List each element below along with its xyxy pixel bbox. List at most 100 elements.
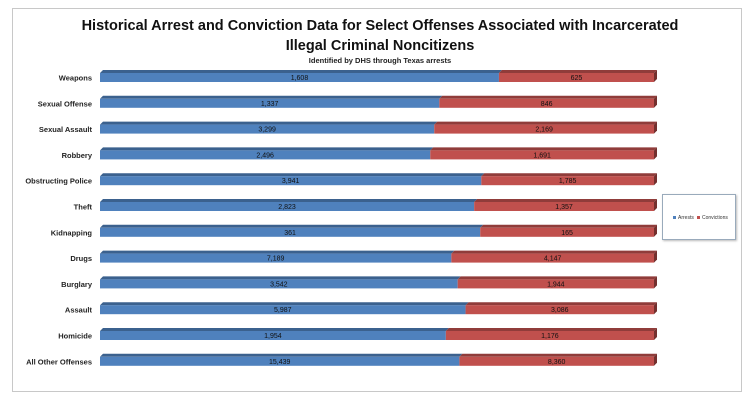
category-label-all-other-offenses: All Other Offenses (26, 357, 92, 366)
data-label-convictions-weapons: 625 (571, 75, 583, 82)
bar-arrests-robbery (100, 150, 431, 160)
category-label-sexual-offense: Sexual Offense (38, 99, 92, 108)
bar-top-convictions-all-other-offenses (459, 353, 657, 357)
data-label-arrests-sexual-assault: 3,299 (258, 127, 276, 134)
category-label-obstructing-police: Obstructing Police (25, 177, 92, 186)
bar-arrests-all-other-offenses (100, 356, 460, 366)
chart-subtitle: Identified by DHS through Texas arrests (308, 56, 452, 65)
bar-convictions-sexual-offense (439, 98, 654, 108)
bar-convictions-weapons (498, 73, 654, 82)
bar-top-arrests-burglary (100, 276, 461, 280)
bar-side-robbery (654, 147, 657, 160)
category-label-sexual-assault: Sexual Assault (39, 125, 93, 134)
bar-top-convictions-drugs (451, 250, 657, 254)
data-label-arrests-obstructing-police: 3,941 (282, 178, 300, 185)
bar-top-arrests-kidnapping (100, 224, 484, 228)
data-label-convictions-kidnapping: 165 (561, 230, 573, 237)
bar-arrests-burglary (100, 279, 458, 289)
bar-arrests-obstructing-police (100, 176, 482, 186)
bar-top-convictions-kidnapping (480, 224, 657, 228)
category-label-drugs: Drugs (70, 254, 92, 263)
data-label-arrests-robbery: 2,496 (256, 152, 274, 159)
bar-top-convictions-assault (465, 302, 657, 306)
category-label-assault: Assault (65, 306, 93, 315)
data-label-convictions-robbery: 1,691 (533, 152, 551, 159)
bar-arrests-sexual-offense (100, 98, 440, 108)
bar-top-convictions-robbery (430, 147, 657, 151)
bar-top-arrests-all-other-offenses (100, 353, 463, 357)
data-label-convictions-theft: 1,357 (555, 204, 573, 211)
data-label-arrests-theft: 2,823 (278, 204, 296, 211)
bar-side-weapons (654, 70, 657, 82)
bar-top-convictions-burglary (457, 276, 657, 280)
legend-label-arrests: Arrests (678, 215, 694, 221)
bar-side-drugs (654, 250, 657, 263)
bar-top-arrests-sexual-offense (100, 95, 443, 99)
bar-arrests-drugs (100, 253, 452, 263)
category-label-robbery: Robbery (62, 151, 93, 160)
bar-convictions-kidnapping (480, 227, 654, 237)
bar-side-assault (654, 302, 657, 315)
bar-side-sexual-assault (654, 121, 657, 134)
data-label-arrests-assault: 5,987 (274, 307, 292, 314)
bar-top-convictions-homicide (445, 328, 657, 331)
bar-side-all-other-offenses (654, 353, 657, 366)
bar-arrests-kidnapping (100, 227, 481, 237)
bar-side-kidnapping (654, 224, 657, 237)
bar-top-arrests-sexual-assault (100, 121, 438, 125)
bar-side-obstructing-police (654, 173, 657, 186)
bar-top-convictions-weapons (498, 70, 657, 73)
bar-side-sexual-offense (654, 95, 657, 108)
bar-top-convictions-sexual-assault (434, 121, 657, 125)
bar-convictions-homicide (445, 331, 654, 340)
data-label-arrests-kidnapping: 361 (284, 230, 296, 237)
data-label-convictions-all-other-offenses: 8,360 (548, 359, 566, 366)
bar-arrests-homicide (100, 331, 446, 340)
bar-arrests-theft (100, 202, 475, 211)
data-label-arrests-weapons: 1,608 (291, 75, 309, 82)
data-label-convictions-burglary: 1,944 (547, 281, 565, 288)
category-label-weapons: Weapons (59, 74, 92, 83)
bar-top-arrests-homicide (100, 328, 449, 331)
data-label-arrests-all-other-offenses: 15,439 (269, 359, 291, 366)
data-label-arrests-burglary: 3,542 (270, 281, 288, 288)
bar-arrests-assault (100, 305, 466, 315)
data-label-convictions-drugs: 4,147 (544, 256, 562, 263)
bar-convictions-sexual-assault (434, 124, 654, 134)
data-label-arrests-drugs: 7,189 (267, 256, 285, 263)
bar-side-homicide (654, 328, 657, 340)
legend-label-convictions: Convictions (702, 215, 728, 221)
category-label-kidnapping: Kidnapping (51, 228, 93, 237)
category-label-theft: Theft (74, 203, 93, 212)
bar-top-convictions-theft (474, 199, 657, 202)
bar-top-arrests-assault (100, 302, 469, 306)
category-label-burglary: Burglary (61, 280, 93, 289)
bar-convictions-theft (474, 202, 654, 211)
bar-convictions-drugs (451, 253, 654, 263)
bar-side-burglary (654, 276, 657, 289)
bar-top-arrests-theft (100, 199, 478, 202)
bar-arrests-sexual-assault (100, 124, 435, 134)
data-label-convictions-sexual-offense: 846 (541, 101, 553, 108)
bar-side-theft (654, 199, 657, 211)
bar-top-arrests-obstructing-police (100, 173, 485, 177)
bar-convictions-all-other-offenses (459, 356, 654, 366)
bar-top-convictions-sexual-offense (439, 95, 657, 99)
data-label-convictions-assault: 3,086 (551, 307, 569, 314)
data-label-arrests-sexual-offense: 1,337 (261, 101, 279, 108)
bar-top-arrests-drugs (100, 250, 455, 254)
data-label-arrests-homicide: 1,954 (264, 333, 282, 340)
bar-top-convictions-obstructing-police (481, 173, 657, 177)
data-label-convictions-obstructing-police: 1,785 (559, 178, 577, 185)
legend-swatch-convictions (697, 216, 700, 220)
bar-convictions-obstructing-police (481, 176, 654, 186)
bar-convictions-robbery (430, 150, 654, 160)
bar-convictions-assault (465, 305, 654, 315)
bar-top-arrests-robbery (100, 147, 434, 151)
legend-swatch-arrests (673, 216, 676, 220)
data-label-convictions-sexual-assault: 2,169 (535, 127, 553, 134)
chart-legend: Arrests Convictions (662, 194, 736, 240)
data-label-convictions-homicide: 1,176 (541, 333, 559, 340)
